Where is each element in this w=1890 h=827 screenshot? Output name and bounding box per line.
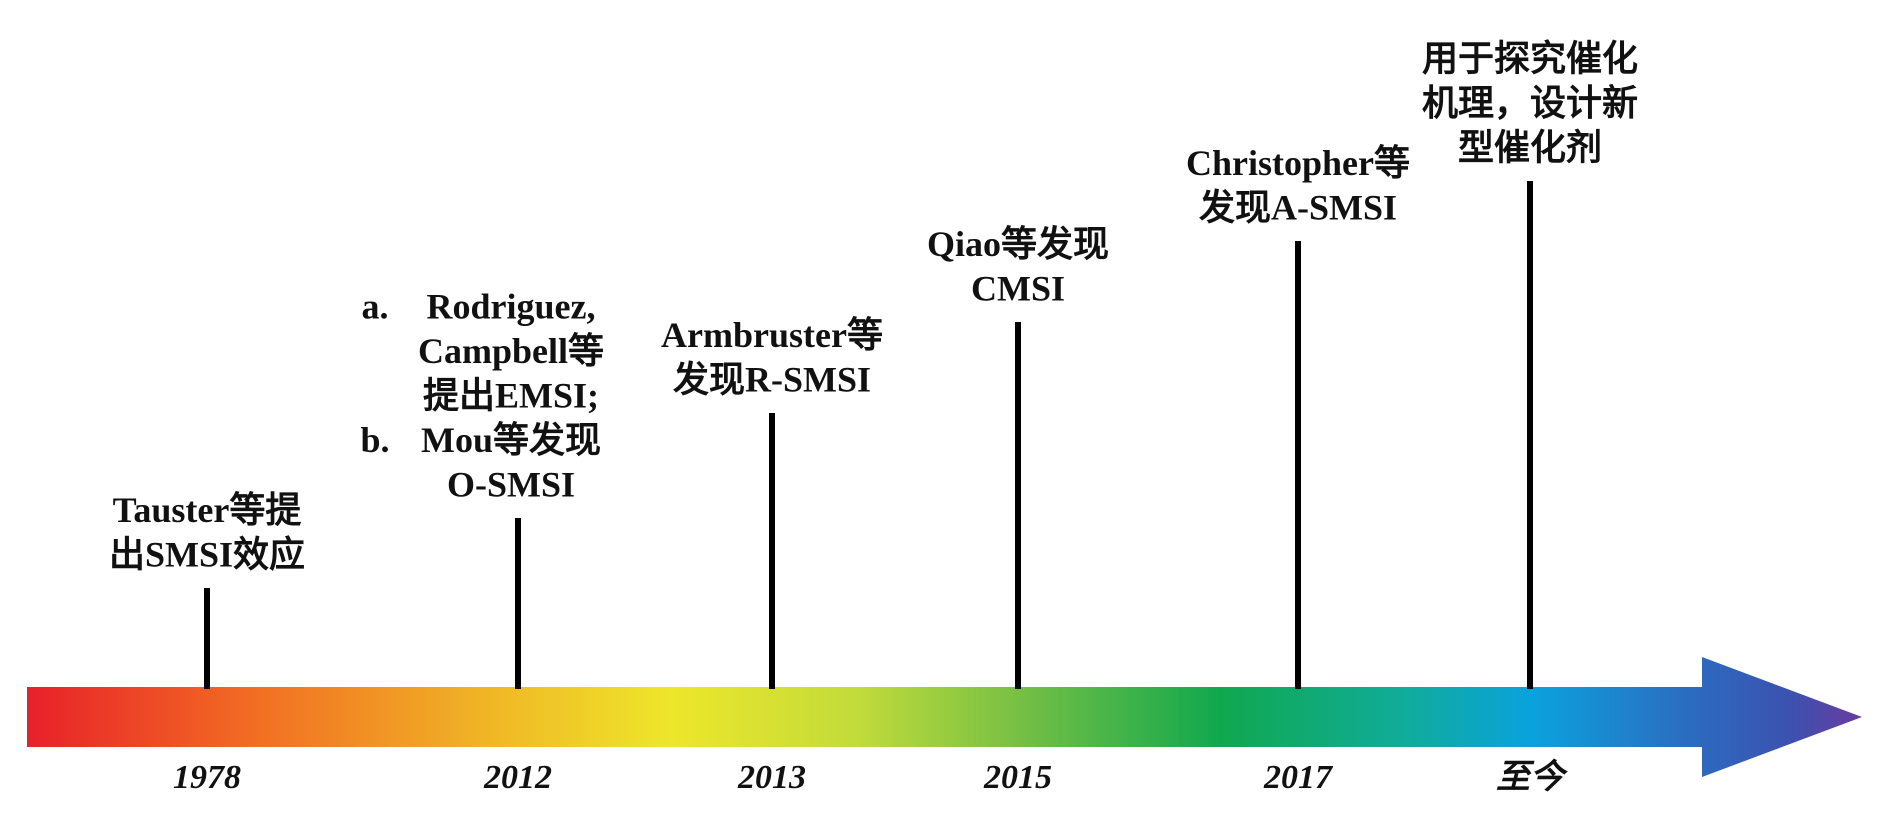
year-label: 2017 (1263, 759, 1334, 796)
event-text: 发现R-SMSI (673, 359, 871, 399)
list-marker: b. (360, 420, 389, 460)
list-marker: a. (362, 286, 389, 326)
event-text: CMSI (971, 268, 1065, 308)
year-label: 2015 (983, 759, 1052, 796)
event-text: Qiao等发现 (927, 224, 1109, 264)
event-text: Armbruster等 (661, 315, 883, 355)
year-label: 至今 (1496, 758, 1569, 796)
event-text: Christopher等 (1186, 143, 1410, 183)
event-text: 机理，设计新 (1422, 83, 1638, 123)
event-text: Mou等发现 (421, 420, 601, 460)
event-text: O-SMSI (447, 464, 575, 504)
timeline-arrow (27, 657, 1862, 777)
year-label: 2012 (483, 759, 552, 796)
event-text: Campbell等 (418, 331, 604, 371)
event-text: Tauster等提 (113, 490, 302, 530)
event-text: 发现A-SMSI (1199, 187, 1397, 227)
event-text: 出SMSI效应 (109, 534, 305, 574)
year-label: 2013 (737, 759, 806, 796)
event-text: Rodriguez, (427, 286, 596, 326)
event-text: 提出EMSI; (423, 375, 599, 415)
event-text: 用于探究催化 (1422, 38, 1638, 78)
year-label: 1978 (173, 759, 241, 796)
event-text: 型催化剂 (1458, 127, 1602, 167)
